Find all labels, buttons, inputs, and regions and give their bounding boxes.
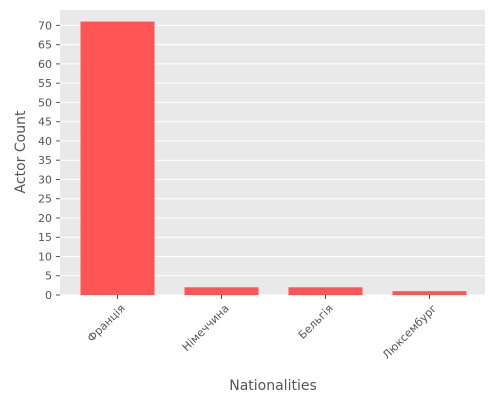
- y-tick-label: 70: [38, 19, 52, 32]
- x-axis-label: Nationalities: [229, 378, 317, 394]
- x-tick-label: Бельгія: [296, 302, 336, 342]
- y-tick-label: 55: [38, 77, 52, 90]
- y-tick-label: 25: [38, 193, 52, 206]
- y-tick-label: 0: [45, 289, 52, 302]
- bar: [80, 21, 155, 296]
- bar: [392, 291, 467, 295]
- y-axis-label: Actor Count: [13, 110, 29, 193]
- y-tick-label: 5: [45, 270, 52, 283]
- x-tick-label: Франція: [85, 302, 128, 345]
- bar: [288, 287, 363, 295]
- y-tick-label: 65: [38, 39, 52, 52]
- y-tick-label: 50: [38, 96, 52, 109]
- x-tick-label: Німеччина: [180, 302, 232, 354]
- y-tick-label: 30: [38, 173, 52, 186]
- y-tick-label: 20: [38, 212, 52, 225]
- y-tick-label: 35: [38, 154, 52, 167]
- y-tick-label: 40: [38, 135, 52, 148]
- x-axis-ticks: Франція Німеччина Бельгія Люксембург: [85, 295, 440, 362]
- x-tick-label: Люксембург: [380, 302, 440, 362]
- bars: [80, 21, 467, 296]
- bar: [184, 287, 259, 295]
- y-tick-label: 60: [38, 58, 52, 71]
- y-tick-label: 15: [38, 231, 52, 244]
- y-tick-label: 10: [38, 250, 52, 263]
- y-tick-label: 45: [38, 116, 52, 129]
- y-axis-ticks: 0 5 10 15 20 25 30 35 40 45 50 55 60 65 70: [38, 19, 60, 302]
